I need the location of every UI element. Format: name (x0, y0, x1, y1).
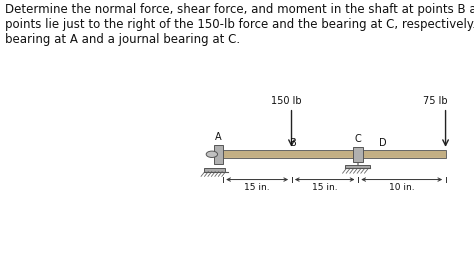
Text: 15 in.: 15 in. (312, 183, 337, 192)
Bar (346, 165, 370, 168)
Text: C: C (355, 134, 361, 144)
Text: A: A (215, 132, 222, 142)
Text: Determine the normal force, shear force, and moment in the shaft at points B and: Determine the normal force, shear force,… (5, 3, 474, 46)
Bar (223, 150, 446, 158)
Text: B: B (290, 138, 297, 148)
Text: D: D (379, 138, 387, 148)
Text: 15 in.: 15 in. (244, 183, 270, 192)
Text: 75 lb: 75 lb (423, 95, 448, 106)
Bar (353, 147, 363, 162)
Bar (214, 145, 223, 164)
Bar (204, 168, 225, 172)
Circle shape (206, 151, 218, 157)
Text: 150 lb: 150 lb (272, 95, 302, 106)
Text: 10 in.: 10 in. (389, 183, 415, 192)
